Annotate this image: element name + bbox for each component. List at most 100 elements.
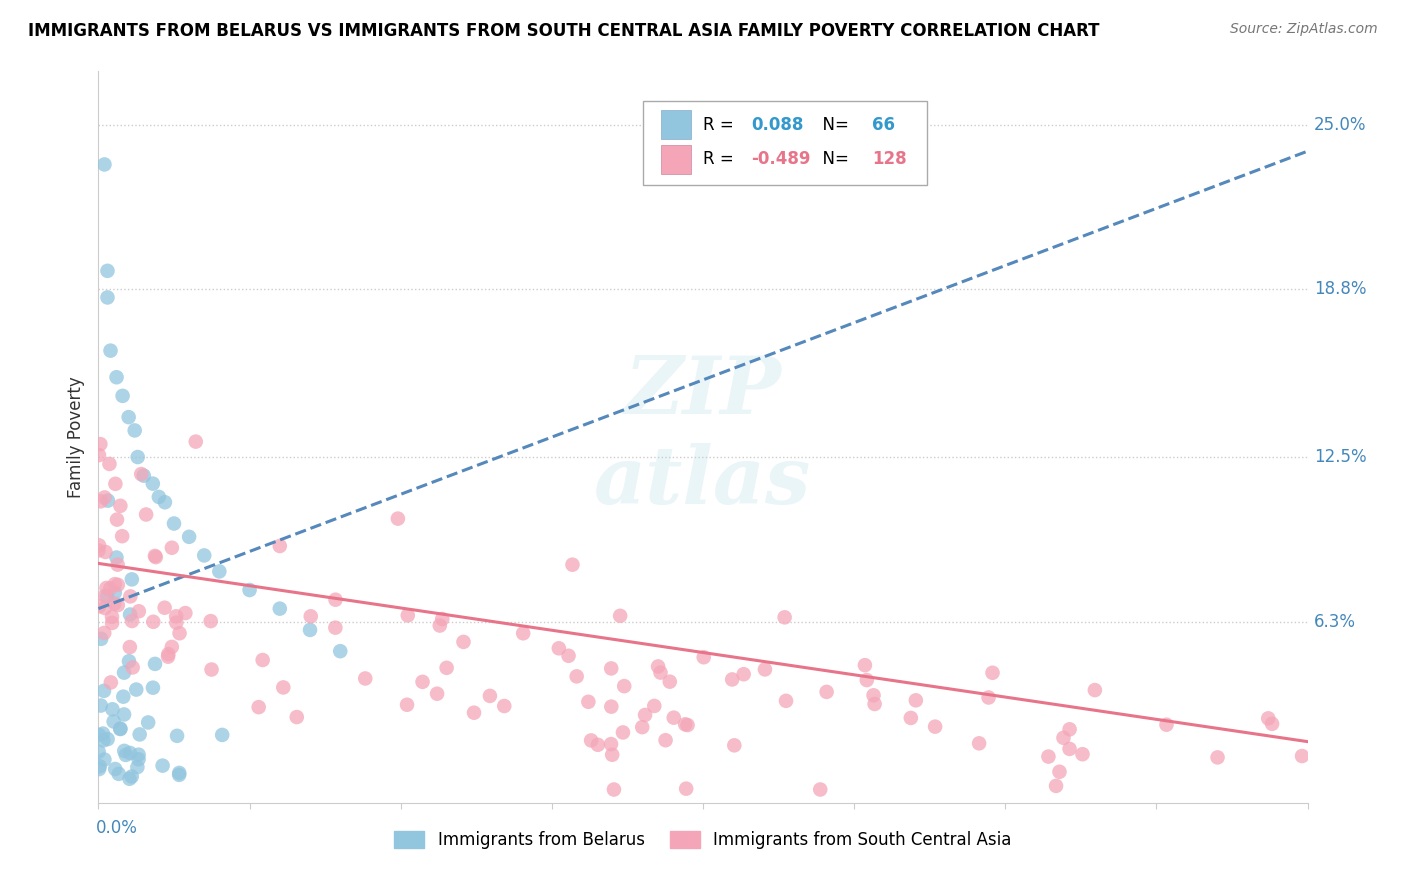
Point (101, 615, 124, 630)
Point (89, 759, 111, 773)
Point (200, 614, 222, 628)
Point (815, 685, 838, 699)
Point (754, 662, 776, 676)
Point (110, 499, 132, 513)
Point (96, 590, 118, 604)
Point (118, 410, 141, 425)
Point (142, 681, 165, 695)
Point (107, 578, 129, 592)
Point (723, 739, 745, 753)
Point (200, 663, 222, 677)
Point (299, 609, 322, 624)
Point (89, 599, 111, 614)
Point (775, 694, 797, 708)
Point (395, 698, 418, 712)
Y-axis label: Family Poverty: Family Poverty (66, 376, 84, 498)
Point (658, 674, 681, 689)
Point (96, 290, 118, 304)
Point (148, 490, 170, 504)
Point (103, 597, 125, 611)
Point (600, 661, 623, 675)
Point (412, 674, 434, 689)
Point (654, 733, 676, 747)
Point (647, 659, 669, 673)
Point (586, 738, 609, 752)
Point (977, 690, 1000, 705)
Point (1071, 747, 1094, 762)
Point (121, 660, 143, 674)
Point (142, 615, 165, 629)
Point (269, 601, 291, 615)
Point (135, 508, 157, 522)
Point (97, 732, 120, 747)
FancyBboxPatch shape (661, 110, 690, 139)
Point (1038, 749, 1060, 764)
Text: IMMIGRANTS FROM BELARUS VS IMMIGRANTS FROM SOUTH CENTRAL ASIA FAMILY POVERTY COR: IMMIGRANTS FROM BELARUS VS IMMIGRANTS FR… (28, 22, 1099, 40)
Point (136, 715, 159, 730)
Point (603, 782, 626, 797)
Point (105, 513, 128, 527)
Point (111, 389, 134, 403)
Point (105, 370, 128, 384)
Text: R =: R = (703, 116, 740, 134)
Point (650, 665, 672, 680)
Point (561, 558, 583, 572)
Point (104, 585, 127, 599)
Point (110, 722, 132, 736)
Point (494, 698, 516, 713)
Point (93, 684, 115, 698)
Point (98, 582, 121, 596)
Point (114, 747, 136, 762)
Point (142, 476, 165, 491)
Point (127, 760, 149, 774)
Point (101, 610, 124, 624)
Point (329, 644, 352, 658)
Text: 128: 128 (872, 150, 907, 168)
Point (124, 424, 146, 438)
Point (91, 726, 114, 740)
Point (432, 612, 454, 626)
Text: R =: R = (703, 150, 740, 168)
Point (112, 707, 135, 722)
Point (565, 669, 588, 683)
Point (387, 511, 409, 525)
Point (193, 549, 215, 563)
Point (643, 698, 665, 713)
Point (160, 541, 183, 555)
Point (89, 437, 111, 451)
Point (675, 781, 697, 796)
Point (91, 733, 114, 747)
Point (1257, 711, 1279, 725)
Point (579, 733, 602, 747)
Point (111, 529, 134, 543)
Point (129, 467, 152, 481)
Point (855, 673, 877, 687)
Point (692, 650, 714, 665)
Point (1261, 716, 1284, 731)
Point (354, 672, 377, 686)
Point (600, 737, 623, 751)
Point (612, 725, 634, 739)
Point (87, 543, 110, 558)
Point (429, 618, 451, 632)
Legend: Immigrants from Belarus, Immigrants from South Central Asia: Immigrants from Belarus, Immigrants from… (395, 831, 1011, 849)
Point (128, 727, 150, 741)
Text: -0.489: -0.489 (751, 150, 811, 168)
Point (105, 550, 128, 565)
Point (110, 722, 132, 736)
Point (121, 614, 143, 628)
Point (478, 689, 501, 703)
Text: Source: ZipAtlas.com: Source: ZipAtlas.com (1230, 22, 1378, 37)
Text: 0.0%: 0.0% (96, 819, 138, 837)
Point (128, 747, 150, 762)
Point (121, 573, 143, 587)
Point (93, 753, 115, 767)
Point (676, 718, 699, 732)
FancyBboxPatch shape (661, 145, 690, 174)
Point (118, 640, 141, 654)
Point (93, 626, 115, 640)
Point (967, 736, 990, 750)
Point (90, 494, 112, 508)
Point (863, 697, 886, 711)
Point (125, 682, 148, 697)
